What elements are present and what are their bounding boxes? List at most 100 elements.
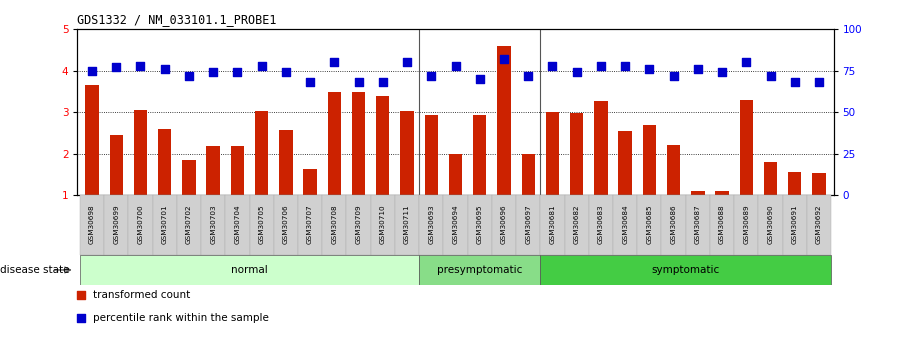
Bar	[134, 110, 147, 195]
Point	[618, 63, 632, 69]
Bar	[376, 96, 390, 195]
Bar	[788, 172, 802, 195]
Text: GSM30704: GSM30704	[234, 204, 241, 244]
Bar	[109, 135, 123, 195]
Bar	[152, 195, 177, 255]
Bar	[352, 92, 365, 195]
Point	[473, 76, 487, 82]
Bar	[303, 169, 317, 195]
Bar	[734, 195, 759, 255]
Text: GSM30698: GSM30698	[89, 204, 95, 244]
Bar	[661, 195, 686, 255]
Text: GSM30683: GSM30683	[598, 204, 604, 244]
Bar	[86, 85, 98, 195]
Point	[763, 73, 778, 78]
Bar	[322, 195, 346, 255]
Text: disease state: disease state	[0, 265, 69, 275]
Text: GSM30699: GSM30699	[113, 204, 119, 244]
Bar	[570, 114, 583, 195]
Point	[739, 60, 753, 65]
Bar	[104, 195, 128, 255]
Point	[230, 70, 245, 75]
Bar	[691, 191, 704, 195]
Text: symptomatic: symptomatic	[651, 265, 720, 275]
Text: GSM30682: GSM30682	[574, 204, 579, 244]
Text: GSM30681: GSM30681	[549, 204, 556, 244]
Bar	[807, 195, 831, 255]
Text: GSM30694: GSM30694	[453, 204, 458, 244]
Point	[424, 73, 438, 78]
Text: GSM30688: GSM30688	[719, 204, 725, 244]
Bar	[467, 195, 492, 255]
Bar	[419, 255, 540, 285]
Bar	[449, 154, 462, 195]
Point	[327, 60, 342, 65]
Point	[133, 63, 148, 69]
Text: GSM30709: GSM30709	[355, 204, 362, 244]
Point	[569, 70, 584, 75]
Bar	[80, 255, 419, 285]
Point	[375, 80, 390, 85]
Text: normal: normal	[231, 265, 268, 275]
Point	[666, 73, 681, 78]
Bar	[225, 195, 250, 255]
Bar	[715, 191, 729, 195]
Bar	[346, 195, 371, 255]
Text: GSM30703: GSM30703	[210, 204, 216, 244]
Bar	[565, 195, 589, 255]
Point	[496, 56, 511, 62]
Text: GSM30686: GSM30686	[670, 204, 677, 244]
Bar	[473, 115, 486, 195]
Text: GSM30692: GSM30692	[816, 204, 822, 244]
Point	[109, 65, 124, 70]
Text: GSM30690: GSM30690	[768, 204, 773, 244]
Point	[715, 70, 730, 75]
Text: GSM30689: GSM30689	[743, 204, 750, 244]
Bar	[813, 174, 825, 195]
Bar	[419, 195, 444, 255]
Bar	[201, 195, 225, 255]
Text: GSM30697: GSM30697	[526, 204, 531, 244]
Text: transformed count: transformed count	[93, 290, 189, 300]
Point	[158, 66, 172, 72]
Bar	[328, 92, 341, 195]
Text: GSM30711: GSM30711	[404, 204, 410, 244]
Bar	[764, 162, 777, 195]
Text: GSM30687: GSM30687	[695, 204, 701, 244]
Text: GSM30701: GSM30701	[161, 204, 168, 244]
Text: GSM30710: GSM30710	[380, 204, 385, 244]
Bar	[740, 100, 753, 195]
Bar	[394, 195, 419, 255]
Point	[254, 63, 269, 69]
Bar	[80, 195, 104, 255]
Point	[206, 70, 220, 75]
Point	[594, 63, 609, 69]
Bar	[759, 195, 783, 255]
Point	[691, 66, 705, 72]
Bar	[686, 195, 710, 255]
Bar	[158, 129, 171, 195]
Bar	[619, 131, 632, 195]
Bar	[710, 195, 734, 255]
Point	[812, 80, 826, 85]
Bar	[638, 195, 661, 255]
Point	[85, 68, 99, 73]
Point	[448, 63, 463, 69]
Point	[642, 66, 657, 72]
Bar	[540, 195, 565, 255]
Bar	[546, 112, 559, 195]
Bar	[273, 195, 298, 255]
Point	[302, 80, 317, 85]
Bar	[230, 146, 244, 195]
Bar	[128, 195, 152, 255]
Bar	[255, 111, 268, 195]
Text: percentile rank within the sample: percentile rank within the sample	[93, 313, 269, 323]
Bar	[444, 195, 467, 255]
Point	[400, 60, 415, 65]
Bar	[177, 195, 201, 255]
Bar	[594, 100, 608, 195]
Bar	[400, 111, 414, 195]
Bar	[667, 145, 681, 195]
Bar	[643, 125, 656, 195]
Bar	[613, 195, 638, 255]
